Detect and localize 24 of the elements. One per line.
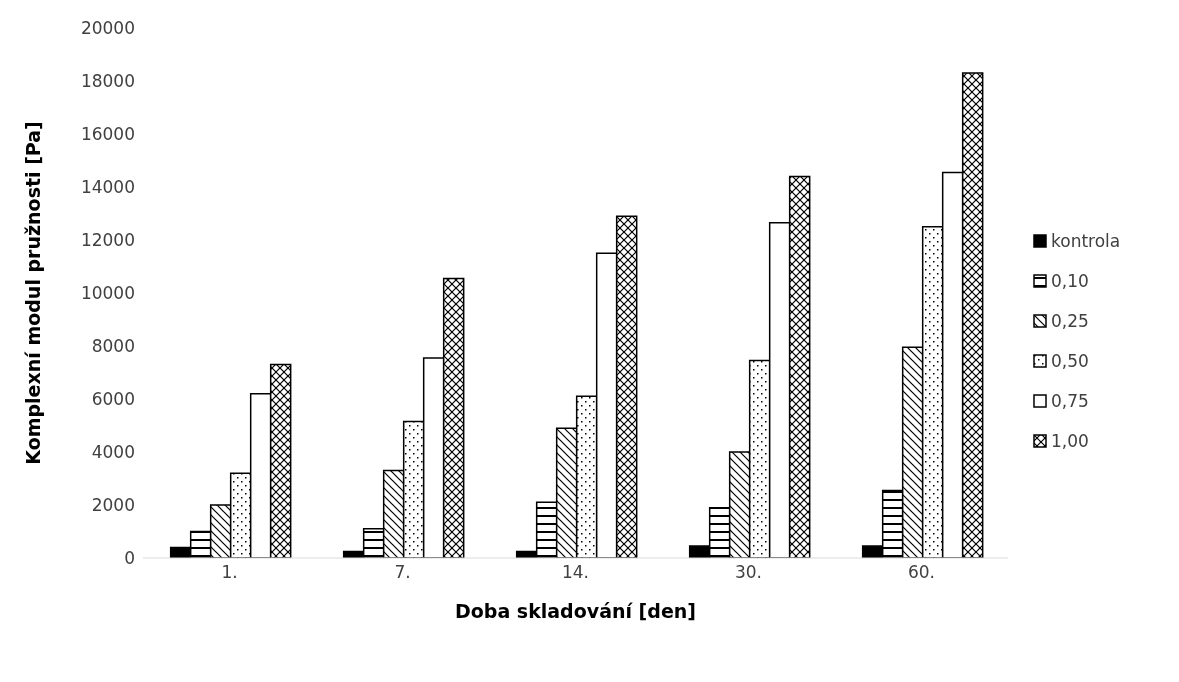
y-tick-label: 10000 — [80, 283, 135, 304]
y-tick-label: 12000 — [80, 230, 135, 251]
legend-label: kontrola — [1051, 230, 1121, 251]
x-tick-label: 14. — [561, 562, 590, 583]
legend-label: 1,00 — [1051, 430, 1089, 451]
legend-label: 0,50 — [1051, 350, 1089, 371]
y-tick-label: 4000 — [91, 442, 135, 463]
legend-label: 0,75 — [1051, 390, 1089, 411]
legend-label: 0,25 — [1051, 310, 1089, 331]
y-tick-label: 8000 — [91, 336, 135, 357]
y-tick-label: 20000 — [80, 18, 135, 39]
legend-label: 0,10 — [1051, 270, 1089, 291]
x-axis-title: Doba skladování [den] — [454, 600, 697, 622]
y-tick-label: 18000 — [80, 71, 135, 92]
y-axis-title: Komplexní modul pružnosti [Pa] — [21, 121, 44, 465]
x-tick-label: 30. — [734, 562, 763, 583]
x-tick-label: 1. — [221, 562, 238, 583]
x-tick-label: 60. — [907, 562, 936, 583]
y-tick-label: 16000 — [80, 124, 135, 145]
y-tick-label: 6000 — [91, 389, 135, 410]
y-tick-label: 14000 — [80, 177, 135, 198]
x-tick-label: 7. — [394, 562, 411, 583]
y-tick-label: 2000 — [91, 495, 135, 516]
y-tick-label: 0 — [124, 548, 135, 569]
